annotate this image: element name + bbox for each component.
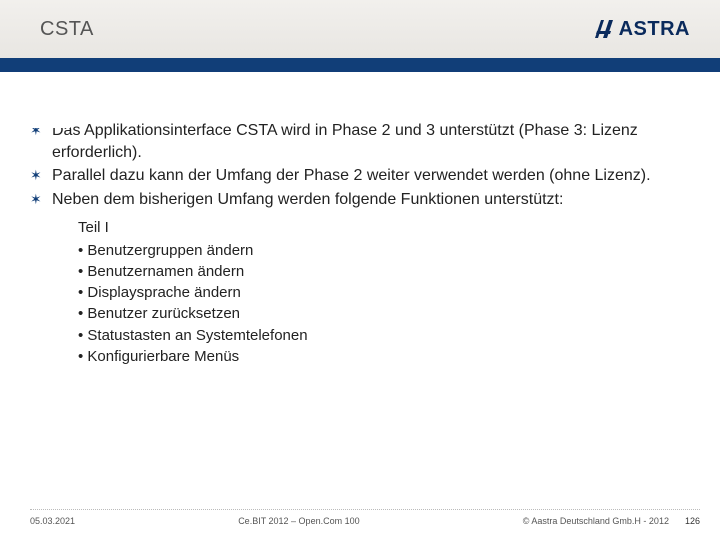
bullet-item: ✶ Das Applikationsinterface CSTA wird in… [30, 120, 690, 163]
star-icon: ✶ [30, 165, 48, 186]
page-title: CSTA [40, 18, 94, 41]
sub-list-item: • Benutzernamen ändern [78, 262, 690, 282]
bullet-text: Parallel dazu kann der Umfang der Phase … [52, 165, 651, 187]
star-icon: ✶ [30, 189, 48, 210]
sub-list: Teil I • Benutzergruppen ändern • Benutz… [78, 218, 690, 367]
footer-copyright: © Aastra Deutschland Gmb.H - 2012 [523, 516, 669, 526]
footer-right: © Aastra Deutschland Gmb.H - 2012 126 [523, 516, 700, 526]
sub-list-item: • Konfigurierbare Menüs [78, 347, 690, 367]
sub-list-item: • Benutzergruppen ändern [78, 241, 690, 261]
slide-content: ✶ Das Applikationsinterface CSTA wird in… [30, 120, 690, 368]
bullet-item: ✶ Neben dem bisherigen Umfang werden fol… [30, 189, 690, 211]
sub-list-item: • Statustasten an Systemtelefonen [78, 326, 690, 346]
brand-logo-text: ASTRA [619, 18, 690, 41]
sub-item-text: Benutzernamen ändern [87, 263, 244, 280]
aastra-logo-icon [591, 16, 617, 42]
sub-item-text: Statustasten an Systemtelefonen [87, 327, 307, 344]
sub-item-text: Konfigurierbare Menüs [87, 348, 239, 365]
sub-heading: Teil I [78, 218, 690, 238]
sub-list-item: • Benutzer zurücksetzen [78, 304, 690, 324]
sub-item-text: Benutzer zurücksetzen [87, 305, 240, 322]
sub-item-text: Displaysprache ändern [87, 284, 240, 301]
sub-item-text: Benutzergruppen ändern [87, 242, 253, 259]
footer-page-number: 126 [685, 516, 700, 526]
header-curve [0, 58, 70, 128]
footer-date: 05.03.2021 [30, 516, 75, 526]
header-divider [0, 58, 720, 72]
bullet-item: ✶ Parallel dazu kann der Umfang der Phas… [30, 165, 690, 187]
brand-logo: ASTRA [591, 16, 690, 42]
footer-center: Ce.BIT 2012 – Open.Com 100 [238, 516, 359, 526]
bullet-text: Neben dem bisherigen Umfang werden folge… [52, 189, 563, 211]
footer: 05.03.2021 Ce.BIT 2012 – Open.Com 100 © … [30, 509, 700, 526]
sub-list-item: • Displaysprache ändern [78, 283, 690, 303]
bullet-text: Das Applikationsinterface CSTA wird in P… [52, 120, 690, 163]
